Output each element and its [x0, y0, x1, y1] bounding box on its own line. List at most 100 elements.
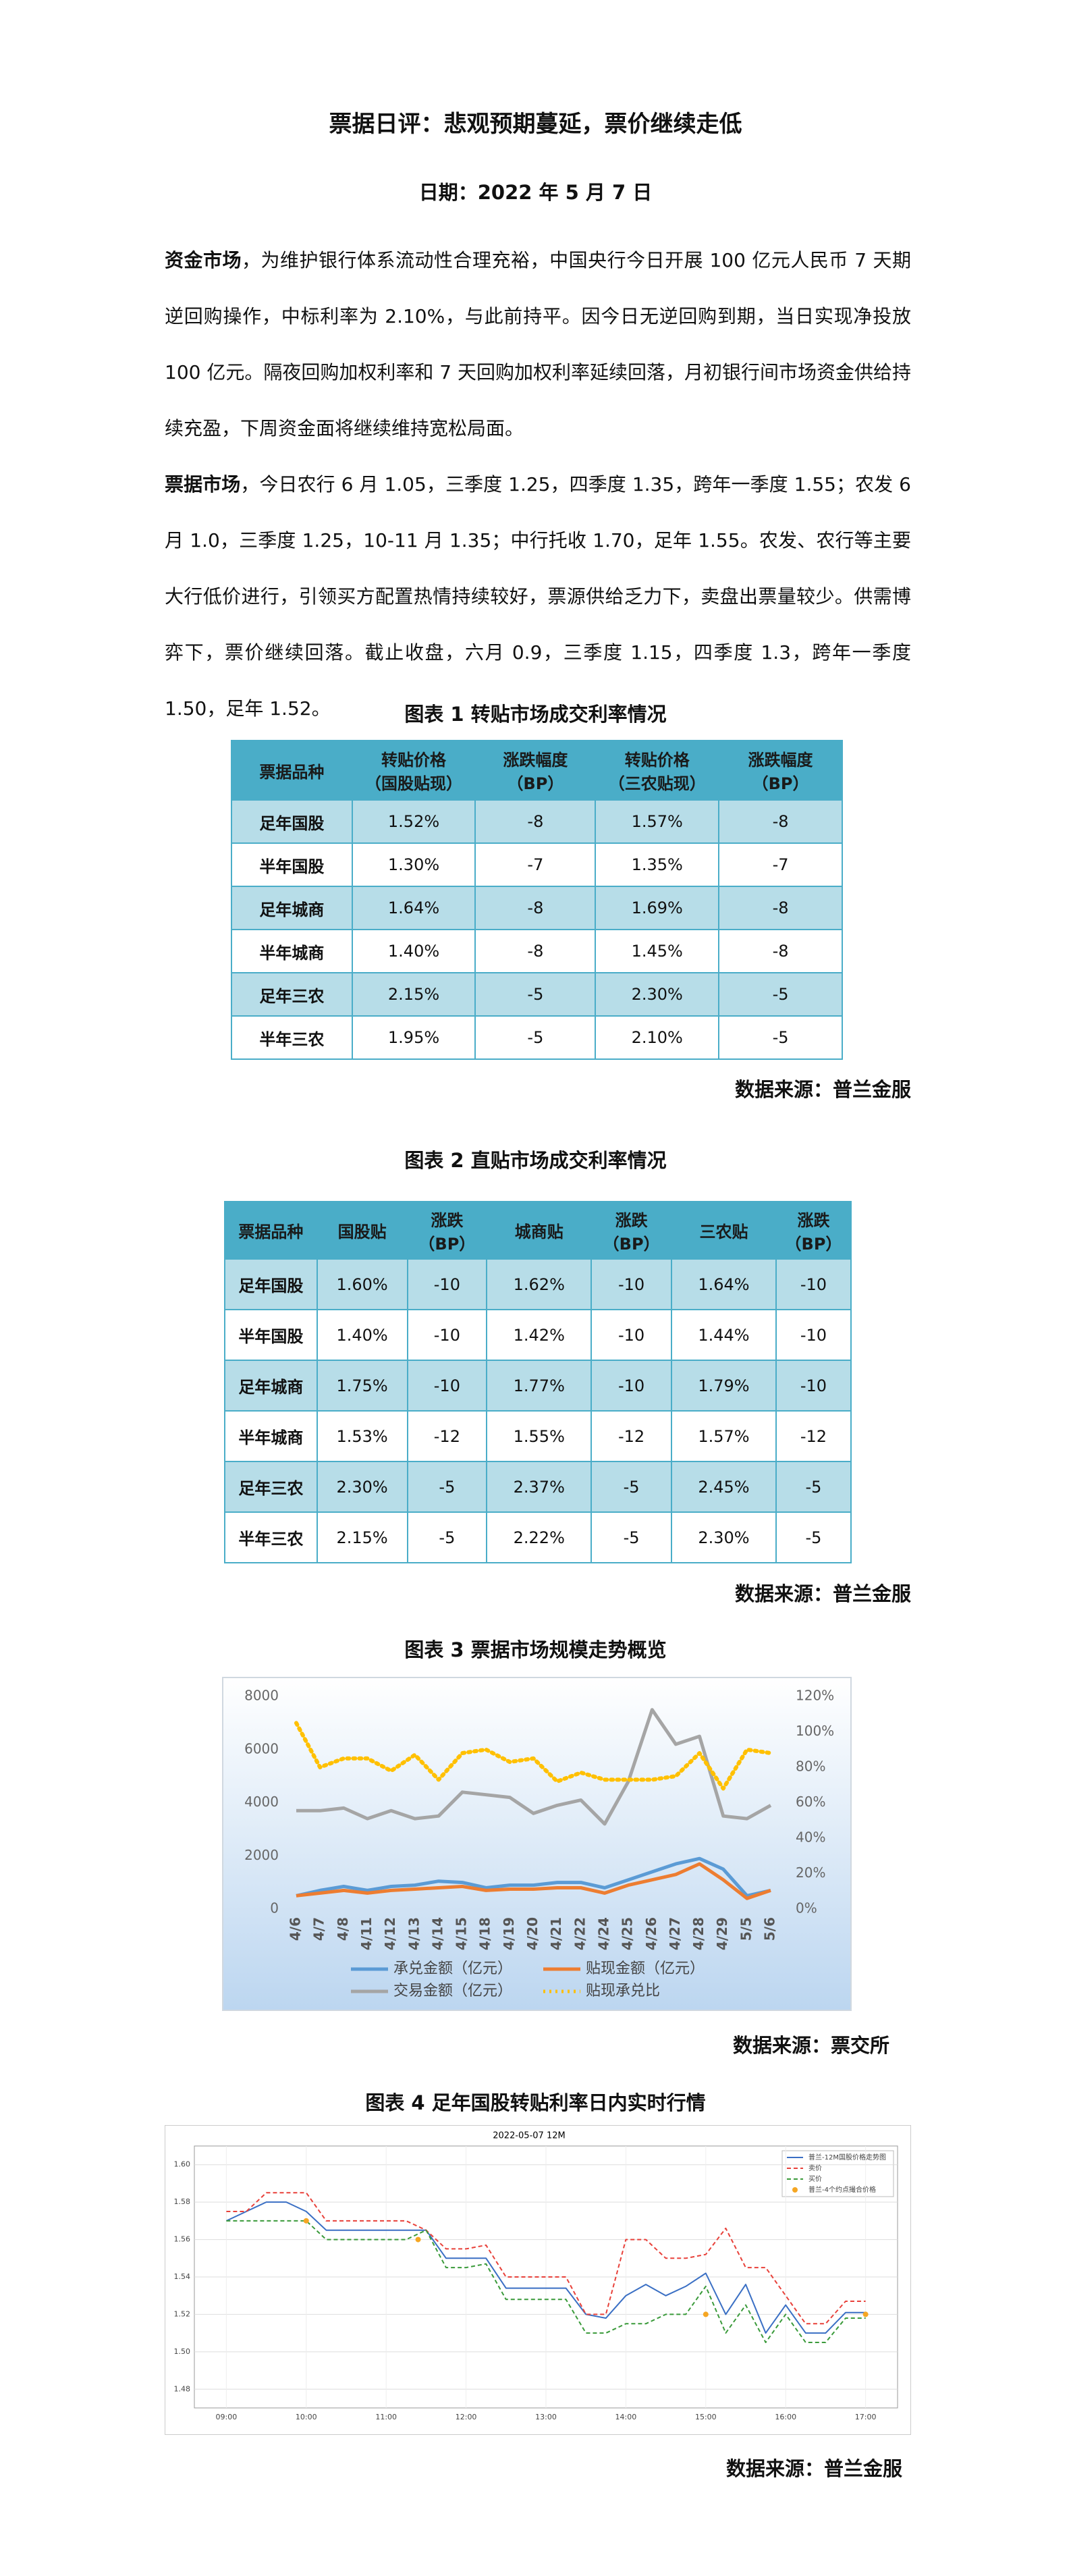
- y2-tick-label: 40%: [796, 1829, 825, 1846]
- cell: -8: [718, 799, 843, 844]
- table: 票据品种 转贴价格 （国股贴现） 涨跌幅度 （BP） 转贴价格 （三农贴现） 涨跌幅度 …: [231, 740, 843, 1060]
- legend-box: [781, 2150, 894, 2197]
- y2-tick-label: 0%: [796, 1900, 817, 1916]
- cell: -8: [474, 799, 597, 844]
- cell: 1.62%: [486, 1258, 593, 1310]
- x-tick-label: 4/11: [358, 1917, 375, 1950]
- cell: 2.10%: [595, 1015, 720, 1060]
- cell: 足年国股: [224, 1258, 318, 1310]
- cell: 2.30%: [595, 972, 720, 1017]
- cell: 足年城商: [224, 1360, 318, 1412]
- source: 数据来源：普兰金服: [734, 1582, 911, 1605]
- x-tick-label: 4/19: [501, 1917, 517, 1950]
- cell: 1.64%: [351, 886, 476, 930]
- x-tick-label: 11:00: [375, 2413, 397, 2421]
- legend-label: 普兰-4个约点撮合价格: [808, 2185, 876, 2194]
- cell: 1.95%: [351, 1015, 476, 1060]
- y-tick-label: 1.52: [174, 2309, 191, 2318]
- cell: 1.75%: [316, 1360, 408, 1412]
- cell: 1.77%: [486, 1360, 593, 1412]
- row: 半年三农 1.95% -5 2.10% -5: [231, 1015, 843, 1060]
- lead: 资金市场: [165, 249, 242, 271]
- cell: -12: [406, 1410, 488, 1462]
- y-tick-label: 4000: [244, 1794, 279, 1810]
- cell: 1.57%: [595, 799, 720, 844]
- caption: 图表 1 转贴市场成交利率情况: [404, 703, 667, 726]
- y-tick-label: 2000: [244, 1847, 279, 1863]
- x-tick-label: 4/20: [524, 1917, 541, 1950]
- cell: 足年三农: [231, 972, 353, 1017]
- cell: 足年三农: [224, 1461, 318, 1513]
- y-tick-label: 6000: [244, 1740, 279, 1756]
- row: 半年国股 1.30% -7 1.35% -7: [231, 842, 843, 887]
- cell: 半年国股: [224, 1309, 318, 1361]
- cell: -10: [406, 1309, 488, 1361]
- cell: -10: [591, 1309, 672, 1361]
- y2-tick-label: 20%: [796, 1864, 825, 1881]
- cell: 1.55%: [486, 1410, 593, 1462]
- doc-date: 日期：2022 年 5 月 7 日: [418, 181, 653, 204]
- row: 半年三农 2.15% -5 2.22% -5 2.30% -5: [224, 1511, 852, 1563]
- y-tick-label: 8000: [244, 1688, 279, 1704]
- row: 足年三农 2.15% -5 2.30% -5: [231, 972, 843, 1017]
- row: 足年国股 1.60% -10 1.62% -10 1.64% -10: [224, 1258, 852, 1310]
- x-tick-label: 4/13: [406, 1917, 422, 1950]
- cell: 2.45%: [670, 1461, 777, 1513]
- source: 数据来源：普兰金服: [734, 1078, 911, 1101]
- source: 数据来源：票交所: [732, 2034, 889, 2057]
- y-tick-label: 0: [270, 1900, 279, 1916]
- cell: -10: [591, 1258, 672, 1310]
- cell: 1.45%: [595, 929, 720, 973]
- legend-label: 贴现金额（亿元）: [586, 1960, 705, 1977]
- legend-label: 贴现承兑比: [586, 1983, 660, 2000]
- doc-title: 票据日评：悲观预期蔓延，票价继续走低: [329, 111, 742, 138]
- chart-title: 2022-05-07 12M: [493, 2131, 565, 2141]
- header-cell: 票据品种: [231, 740, 353, 801]
- cell: -7: [474, 842, 597, 887]
- x-tick-label: 4/28: [690, 1917, 707, 1950]
- data-point: [415, 2236, 421, 2243]
- cell: -8: [474, 886, 597, 930]
- x-tick-label: 5/6: [762, 1917, 778, 1941]
- row: 足年三农 2.30% -5 2.37% -5 2.45% -5: [224, 1461, 852, 1513]
- cell: 1.64%: [670, 1258, 777, 1310]
- row: 半年城商 1.53% -12 1.55% -12 1.57% -12: [224, 1410, 852, 1462]
- x-tick-label: 10:00: [296, 2413, 317, 2421]
- cell: -5: [718, 972, 843, 1017]
- y2-tick-label: 120%: [796, 1688, 834, 1704]
- cell: -10: [775, 1258, 852, 1310]
- y2-tick-label: 80%: [796, 1759, 825, 1775]
- series-line: [296, 1708, 772, 1826]
- data-point: [703, 2311, 709, 2317]
- text: ，今日农行 6 月 1.05，三季度 1.25，四季度 1.35，跨年一季度 1…: [165, 473, 911, 720]
- cell: -10: [591, 1360, 672, 1412]
- header-cell: 票据品种: [224, 1201, 318, 1260]
- x-tick-label: 4/7: [311, 1917, 327, 1941]
- cell: 半年国股: [231, 842, 353, 887]
- header-cell: 涨跌 （BP）: [591, 1201, 672, 1260]
- y2-tick-label: 60%: [796, 1794, 825, 1810]
- cell: 2.37%: [486, 1461, 593, 1513]
- y-tick-label: 1.58: [174, 2197, 191, 2206]
- chart: 2022-05-07 12M 1.48 1.50 1.52 1.54 1.56 1.58 1…: [165, 2125, 911, 2435]
- legend-label: 普兰-12M国股价格走势图: [808, 2153, 886, 2162]
- row: 足年城商 1.75% -10 1.77% -10 1.79% -10: [224, 1360, 852, 1412]
- cell: 半年城商: [231, 929, 353, 973]
- x-tick-label: 4/27: [667, 1917, 683, 1950]
- x-tick-label: 4/15: [454, 1917, 470, 1950]
- cell: 半年城商: [224, 1410, 318, 1462]
- cell: -10: [406, 1258, 488, 1310]
- row: 足年国股 1.52% -8 1.57% -8: [231, 799, 843, 844]
- caption: 图表 3 票据市场规模走势概览: [404, 1638, 667, 1661]
- y-tick-label: 1.60: [174, 2160, 191, 2169]
- cell: 半年三农: [224, 1511, 318, 1563]
- cell: 1.57%: [670, 1410, 777, 1462]
- y-tick-label: 1.48: [174, 2384, 191, 2393]
- cell: 足年城商: [231, 886, 353, 930]
- series-line: [296, 1862, 771, 1900]
- x-tick-label: 4/25: [620, 1917, 636, 1950]
- header-cell: 城商贴: [486, 1201, 593, 1260]
- header-cell: 转贴价格 （国股贴现）: [351, 740, 476, 801]
- cell: -5: [775, 1461, 852, 1513]
